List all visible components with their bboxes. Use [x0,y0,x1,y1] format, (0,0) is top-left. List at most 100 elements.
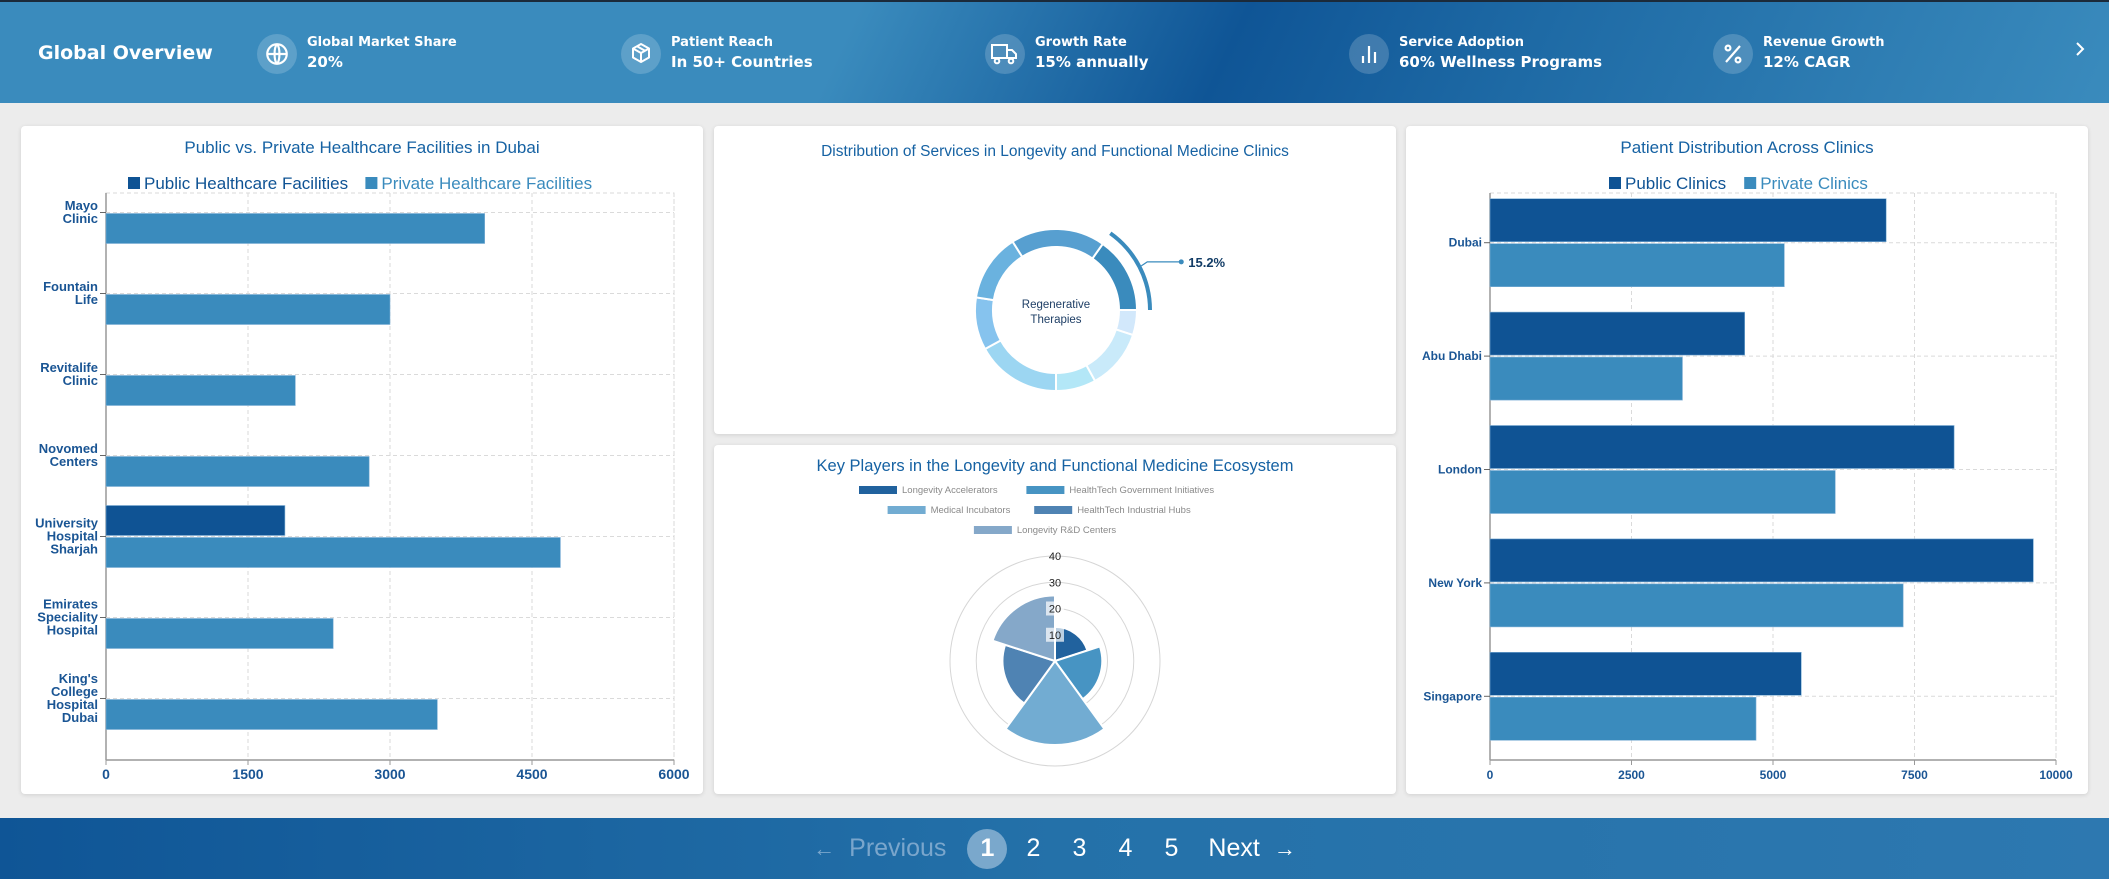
truck-icon [985,34,1025,74]
donut-slice [983,338,1057,393]
page-3-button[interactable]: 3 [1072,834,1087,862]
x-tick-label: 0 [1487,768,1494,782]
callout-dot [1178,259,1184,265]
y-tick-label: Life [75,292,98,307]
arrow-right-icon: → [1273,835,1296,861]
bar-public [1489,311,1745,356]
facilities-chart-card: Public vs. Private Healthcare Facilities… [21,126,703,794]
highlight-percent-label: 15.2% [1188,255,1225,270]
donut-center-label: Therapies [1030,314,1081,326]
y-tick-label: Speciality [37,610,98,625]
previous-label: Previous [849,834,947,862]
donut-slice [1011,228,1105,260]
polar-sector [1004,659,1106,746]
bar-public [1489,651,1802,696]
bar-public [1489,198,1887,242]
stat-label: Global Market Share [307,35,457,50]
package-icon [621,34,661,74]
y-tick-label: Dubai [62,710,98,725]
next-button[interactable]: Next → [1208,834,1295,863]
key-players-card: Key Players in the Longevity and Functio… [714,445,1396,794]
stat-label: Patient Reach [671,35,773,50]
bar-private [1489,356,1683,401]
page-1-button[interactable]: 1 [967,828,1008,869]
y-tick-label: University [35,516,99,531]
stat-value: In 50+ Countries [671,53,813,71]
chart-title: Distribution of Services in Longevity an… [821,143,1289,160]
donut-highlight-arc [1109,231,1152,310]
bar-public [1489,425,1955,469]
stat-global-market-share: Global Market Share 20% [257,32,457,76]
legend-label: Longevity R&D Centers [1017,525,1117,536]
legend-swatch [365,177,378,189]
donut-center-label: Regenerative [1022,299,1090,311]
legend-swatch [1026,486,1065,494]
page-2-button[interactable]: 2 [1026,834,1041,862]
stat-value: 60% Wellness Programs [1399,53,1603,71]
stat-value: 15% annually [1035,53,1149,71]
y-tick-label: Emirates [43,597,98,612]
polar-sector [991,594,1056,663]
r-tick-label: 10 [1049,630,1061,642]
bar-private [105,294,391,325]
stat-growth-rate: Growth Rate 15% annually [985,32,1148,76]
chevron-right-icon[interactable] [2074,38,2086,64]
legend-swatch [128,177,140,189]
facilities-bar-chart: Public vs. Private Healthcare Facilities… [35,138,690,782]
y-tick-label: Sharjah [50,542,98,557]
y-tick-label: New York [1428,576,1482,590]
legend-label: Public Healthcare Facilities [144,174,348,193]
percent-icon [1713,34,1753,74]
stat-value: 20% [307,53,343,71]
pagination: ← Previous 1 2 3 4 5 Next → [0,818,2109,879]
legend-label: Public Clinics [1625,174,1726,193]
chart-title: Patient Distribution Across Clinics [1620,138,1873,157]
y-tick-label: Fountain [43,279,98,294]
y-tick-label: Centers [50,454,98,469]
bar-private [1489,470,1836,514]
y-tick-label: Hospital [47,623,98,638]
x-tick-label: 0 [102,766,110,782]
legend-swatch [973,526,1012,534]
next-label: Next [1208,834,1260,862]
bar-private [105,618,334,649]
bar-public [1489,538,2034,583]
arrow-left-icon: ← [813,835,836,861]
stat-service-adoption: Service Adoption 60% Wellness Programs [1349,32,1602,76]
stat-label: Revenue Growth [1763,35,1885,50]
bar-private [105,213,485,244]
donut-slice [974,296,1003,351]
y-tick-label: Hospital [47,529,98,544]
y-tick-label: Abu Dhabi [1422,349,1482,363]
brand-title: Global Overview [38,42,213,64]
y-tick-label: Hospital [47,697,98,712]
top-stats-bar: Global Overview Global Market Share 20% P… [0,0,2109,103]
y-tick-label: London [1438,463,1482,477]
stat-value: 12% CAGR [1763,53,1851,71]
bar-public [105,505,286,536]
y-tick-label: Mayo [65,198,98,213]
stat-revenue-growth: Revenue Growth 12% CAGR [1713,32,1884,76]
polar-sector [1053,645,1104,701]
x-tick-label: 4500 [516,766,547,782]
services-donut-card: Distribution of Services in Longevity an… [714,126,1396,434]
bar-private [105,537,561,568]
patient-distribution-bar-chart: Patient Distribution Across Clinics Publi… [1422,138,2073,782]
polar-sector [1001,643,1057,705]
r-tick-label: 30 [1049,577,1061,589]
legend-swatch [859,486,897,494]
donut-slice [1084,328,1135,383]
stat-label: Service Adoption [1399,35,1525,50]
pagination-bar: ← Previous 1 2 3 4 5 Next → [0,818,2109,879]
callout-line [1140,261,1182,267]
x-tick-label: 2500 [1618,768,1645,782]
page-5-button[interactable]: 5 [1164,834,1179,862]
y-tick-label: College [51,684,98,699]
previous-button[interactable]: ← Previous [813,834,946,863]
legend-label: HealthTech Industrial Hubs [1077,505,1191,516]
x-tick-label: 3000 [374,766,405,782]
services-donut-chart: Distribution of Services in Longevity an… [821,143,1289,393]
y-tick-label: King's [59,671,98,686]
page-4-button[interactable]: 4 [1118,834,1133,862]
globe-icon [257,34,297,74]
